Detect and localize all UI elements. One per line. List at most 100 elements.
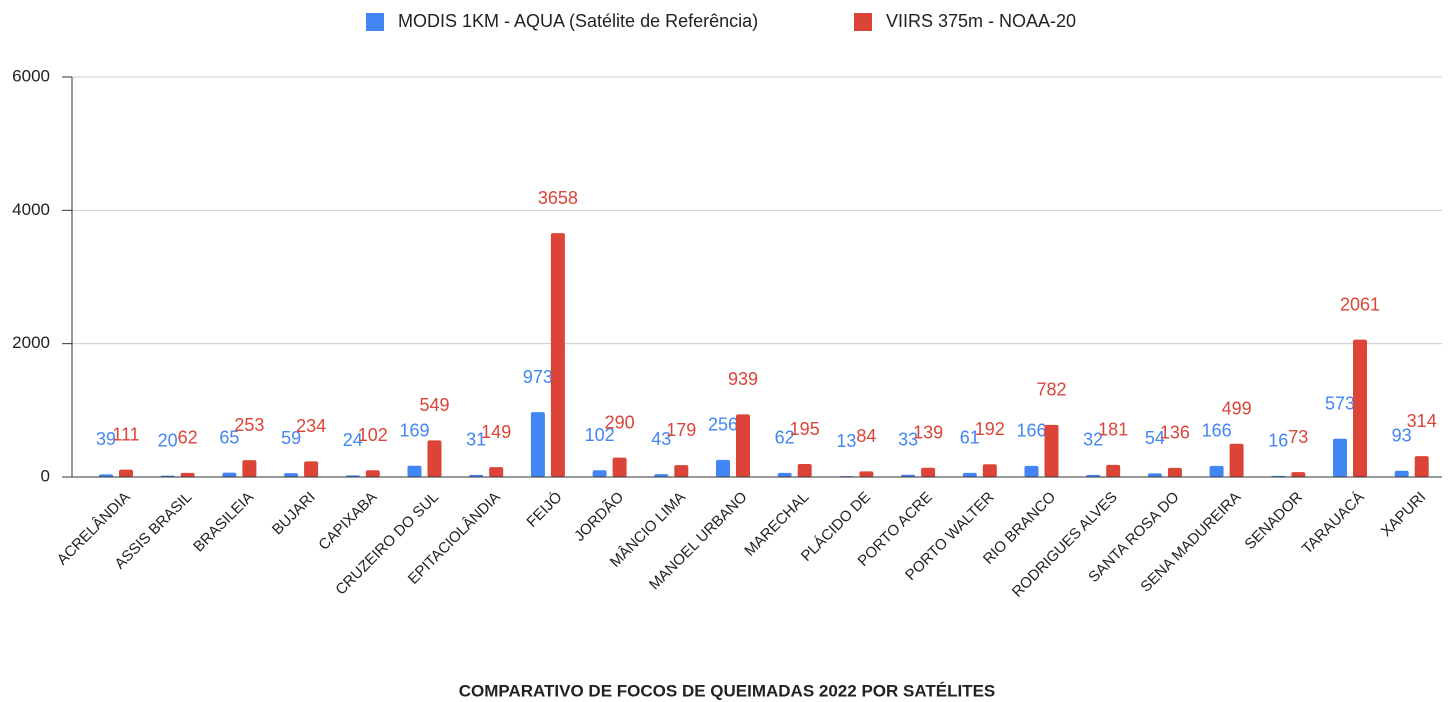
bar <box>1414 456 1429 477</box>
x-tick-label: RODRIGUES ALVES <box>1009 489 1121 601</box>
data-label: 166 <box>1202 421 1232 441</box>
bar <box>1353 339 1367 477</box>
bar <box>777 472 792 477</box>
bar <box>365 470 380 477</box>
bar <box>1394 470 1409 477</box>
bar <box>427 440 442 477</box>
data-label: 93 <box>1392 426 1412 446</box>
data-label: 314 <box>1407 411 1437 431</box>
bar <box>284 473 299 477</box>
x-tick-label: XAPURI <box>1378 489 1430 541</box>
data-label: 20 <box>158 430 178 450</box>
bar <box>982 464 997 477</box>
data-label: 179 <box>666 420 696 440</box>
bar <box>592 470 607 477</box>
data-label: 499 <box>1222 398 1252 418</box>
legend-label: VIIRS 375m - NOAA-20 <box>886 11 1076 31</box>
bar <box>921 467 936 477</box>
bar <box>797 464 812 477</box>
data-label: 973 <box>523 367 553 387</box>
bar <box>612 457 627 477</box>
data-label: 32 <box>1083 430 1103 450</box>
data-label: 16 <box>1268 431 1288 451</box>
data-label: 782 <box>1036 380 1066 400</box>
data-label: 33 <box>898 430 918 450</box>
data-label: 573 <box>1325 394 1355 414</box>
bar <box>962 472 977 477</box>
bar <box>674 465 689 477</box>
bar <box>469 474 484 477</box>
x-tick-label: BUJARI <box>269 489 319 539</box>
data-label: 24 <box>343 430 363 450</box>
bar <box>1167 467 1182 477</box>
x-tick-label: FEIJÓ <box>523 489 565 531</box>
y-tick-label: 6000 <box>12 66 50 85</box>
x-tick-label: SENADOR <box>1241 489 1306 554</box>
data-label: 73 <box>1288 427 1308 447</box>
bar <box>1086 474 1101 477</box>
x-tick-label: CRUZEIRO DO SUL <box>332 489 442 599</box>
data-label: 234 <box>296 416 326 436</box>
bar <box>222 472 237 477</box>
data-label: 102 <box>358 425 388 445</box>
legend-swatch <box>854 13 872 31</box>
data-label: 61 <box>960 428 980 448</box>
data-label: 195 <box>790 419 820 439</box>
x-tick-label: CAPIXABA <box>315 489 380 554</box>
legend-label: MODIS 1KM - AQUA (Satélite de Referência… <box>398 11 758 31</box>
data-label: 2061 <box>1340 294 1380 314</box>
data-label: 84 <box>856 426 876 446</box>
bar <box>99 474 113 477</box>
data-label: 102 <box>585 425 615 445</box>
data-label: 149 <box>481 422 511 442</box>
data-label: 136 <box>1160 423 1190 443</box>
data-label: 549 <box>419 395 449 415</box>
y-tick-label: 4000 <box>12 200 50 219</box>
bar <box>654 474 669 477</box>
bar <box>489 467 504 477</box>
data-label: 256 <box>708 415 738 435</box>
bar <box>304 461 319 477</box>
bar <box>550 233 565 477</box>
bar <box>1147 473 1162 477</box>
bar <box>1024 465 1039 477</box>
data-label: 54 <box>1145 428 1165 448</box>
data-label: 169 <box>399 420 429 440</box>
legend-swatch <box>366 13 384 31</box>
x-tick-label: BRASILEIA <box>190 489 257 556</box>
y-tick-label: 2000 <box>12 333 50 352</box>
data-label: 62 <box>775 428 795 448</box>
bar <box>736 414 750 477</box>
bar <box>407 465 422 477</box>
bar <box>1291 472 1306 477</box>
data-label: 3658 <box>538 188 578 208</box>
bar <box>530 412 545 477</box>
data-label: 939 <box>728 369 758 389</box>
bar <box>242 460 257 477</box>
data-label: 62 <box>178 428 198 448</box>
data-label: 111 <box>112 424 139 444</box>
data-label: 59 <box>281 428 301 448</box>
bar <box>180 472 195 477</box>
data-label: 13 <box>836 431 856 451</box>
bar <box>1106 464 1121 477</box>
bar <box>1209 465 1224 477</box>
data-label: 31 <box>466 430 486 450</box>
bar <box>1333 438 1347 477</box>
data-label: 139 <box>913 422 943 442</box>
data-label: 181 <box>1098 420 1128 440</box>
data-label: 65 <box>219 427 239 447</box>
bar <box>119 469 133 477</box>
data-label: 166 <box>1016 421 1046 441</box>
x-tick-label: JORDÃO <box>571 489 627 545</box>
data-label: 192 <box>975 419 1005 439</box>
bar <box>1044 424 1059 477</box>
bar <box>1229 443 1244 477</box>
data-label: 253 <box>234 415 264 435</box>
bar <box>859 471 874 477</box>
x-tick-label: TARAUACÁ <box>1299 489 1368 558</box>
y-tick-label: 0 <box>41 466 50 485</box>
bar <box>901 474 916 477</box>
bar <box>716 459 730 477</box>
